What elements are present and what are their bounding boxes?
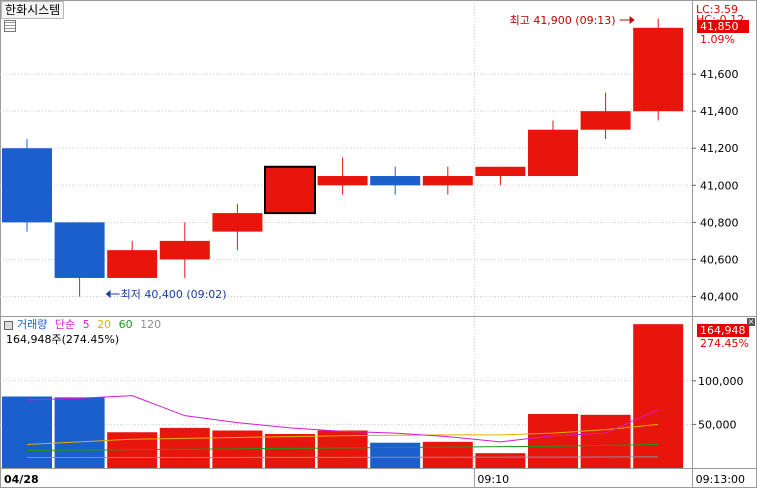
candle-body xyxy=(475,166,526,177)
price-tick-label: 40,600 xyxy=(700,253,739,266)
volume-tick-label: 50,000 xyxy=(698,418,737,431)
hc-label: HC:-0.12 xyxy=(696,13,745,21)
price-tick-label: 40,800 xyxy=(700,216,739,229)
candle-body xyxy=(159,240,210,260)
candle-body xyxy=(317,176,368,186)
low-annotation: 최저 40,400 (09:02) xyxy=(121,288,227,301)
high-arrowhead xyxy=(629,16,635,24)
date-label: 04/28 xyxy=(4,473,39,486)
candle-body xyxy=(2,148,52,223)
volume-bar xyxy=(159,427,210,468)
volume-bar xyxy=(422,441,473,468)
ma20-label: 20 xyxy=(97,318,112,331)
candle-body xyxy=(264,165,316,215)
ma5-line xyxy=(26,395,659,443)
current-price-tag: 41,850 xyxy=(697,20,749,33)
close-icon[interactable]: × xyxy=(747,317,755,326)
volume-legend: 거래량 단순 5 20 60 120 xyxy=(4,318,165,331)
lc-label: LC:3.59 xyxy=(696,3,739,16)
volume-info: 164,948주(274.45%) xyxy=(6,333,120,346)
candle-body xyxy=(54,222,105,278)
stock-title: 한화시스템 xyxy=(1,1,65,19)
volume-bar xyxy=(2,396,52,468)
candle-body xyxy=(422,176,473,186)
candle-body xyxy=(580,111,631,130)
volume-bar xyxy=(528,413,578,468)
time-label-end: 09:13:00 xyxy=(696,473,745,486)
grid-icon[interactable] xyxy=(4,20,16,32)
candle-body xyxy=(528,129,578,177)
ma20-line xyxy=(26,423,659,445)
candle-body xyxy=(212,213,263,232)
ma60-line xyxy=(26,443,659,452)
volume-tick-label: 100,000 xyxy=(698,375,744,388)
ma60-label: 60 xyxy=(118,318,133,331)
low-arrowhead xyxy=(105,290,111,298)
price-change-label: 1.09% xyxy=(700,33,735,46)
ma5-label: 5 xyxy=(82,318,90,331)
price-tick-label: 40,400 xyxy=(700,290,739,303)
volume-bar xyxy=(265,433,315,468)
volume-legend-label: 거래량 xyxy=(17,318,48,331)
price-tick-label: 41,400 xyxy=(700,105,739,118)
ma120-label: 120 xyxy=(140,318,162,331)
price-tick-label: 41,000 xyxy=(700,179,739,192)
price-tick-label: 41,600 xyxy=(700,68,739,81)
high-annotation: 최고 41,900 (09:13) xyxy=(510,14,616,27)
volume-bar xyxy=(370,442,421,468)
candle-body xyxy=(633,27,684,112)
price-tick-label: 41,200 xyxy=(700,142,739,155)
volume-bar xyxy=(317,430,368,468)
ma120-line xyxy=(27,456,659,459)
ma-type-label: 단순 xyxy=(54,318,76,331)
volume-bar xyxy=(580,414,631,468)
volume-bar xyxy=(54,397,105,468)
current-volume-tag: 164,948 xyxy=(697,324,749,337)
candle-body xyxy=(107,250,158,278)
volume-change-label: 274.45% xyxy=(700,337,749,350)
indicator-box-icon[interactable] xyxy=(4,320,13,330)
time-label-mid: 09:10 xyxy=(477,473,509,486)
volume-bar xyxy=(633,324,684,468)
volume-bar xyxy=(475,453,526,468)
candle-body xyxy=(370,176,421,186)
